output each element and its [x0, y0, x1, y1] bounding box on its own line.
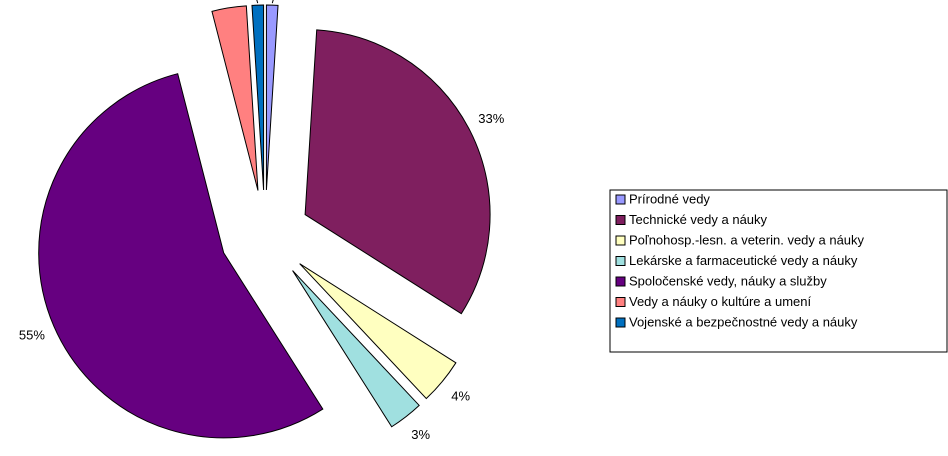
- pie-slice: [265, 4, 279, 191]
- legend-swatch: [615, 297, 626, 307]
- legend-swatch: [615, 215, 626, 225]
- legend-swatch: [615, 317, 626, 328]
- pie-slice: [292, 270, 420, 428]
- data-label: 3%: [411, 427, 430, 442]
- leader-line: [271, 0, 274, 4]
- data-label: 33%: [478, 111, 504, 126]
- data-label: 55%: [19, 327, 45, 342]
- pie-slice: [211, 5, 259, 191]
- legend-swatch: [615, 235, 626, 246]
- legend-label: Vedy a náuky o kultúre a umení: [629, 294, 812, 309]
- legend-swatch: [615, 256, 626, 266]
- legend-swatch: [615, 194, 626, 205]
- pie-slice: [304, 29, 491, 315]
- legend-label: Prírodné vedy: [629, 191, 710, 206]
- legend-label: Poľnohosp.-lesn. a veterin. vedy a náuky: [629, 232, 865, 247]
- legend: [609, 189, 948, 353]
- pie-slice: [299, 263, 457, 400]
- pie-slice: [251, 4, 265, 191]
- legend-label: Lekárske a farmaceutické vedy a náuky: [629, 253, 858, 268]
- legend-label: Vojenské a bezpečnostné vedy a náuky: [629, 314, 858, 329]
- legend-label: Technické vedy a náuky: [629, 212, 768, 227]
- leader-line: [256, 0, 259, 4]
- legend-label: Spoločenské vedy, náuky a služby: [629, 273, 827, 288]
- legend-swatch: [615, 276, 626, 287]
- pie-slice: [38, 73, 324, 439]
- data-label: 4%: [451, 388, 470, 403]
- legend-box: [609, 189, 948, 353]
